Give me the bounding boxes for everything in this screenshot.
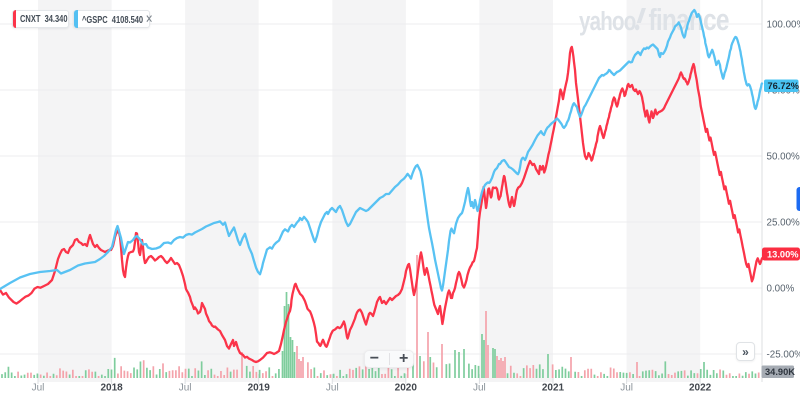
svg-text:2019: 2019: [248, 383, 271, 394]
svg-text:13.00%: 13.00%: [767, 249, 799, 259]
svg-text:2020: 2020: [395, 383, 418, 394]
svg-text:76.72%: 76.72%: [768, 81, 800, 91]
svg-text:Jul: Jul: [32, 383, 45, 394]
svg-text:34.90K: 34.90K: [765, 367, 795, 377]
svg-text:100.00%: 100.00%: [767, 20, 800, 31]
svg-text:2022: 2022: [689, 383, 712, 394]
svg-text:Jul: Jul: [326, 383, 339, 394]
svg-text:yahoo: yahoo: [579, 7, 636, 36]
svg-text:50.00%: 50.00%: [767, 152, 800, 163]
svg-text:-25.00%: -25.00%: [767, 350, 800, 361]
svg-text:25.00%: 25.00%: [767, 218, 800, 229]
svg-text:Jul: Jul: [179, 383, 192, 394]
svg-text:Jul: Jul: [473, 383, 486, 394]
svg-text:2021: 2021: [542, 383, 565, 394]
svg-text:0.00%: 0.00%: [767, 284, 795, 295]
svg-text:2018: 2018: [100, 383, 123, 394]
svg-text:Jul: Jul: [620, 383, 633, 394]
